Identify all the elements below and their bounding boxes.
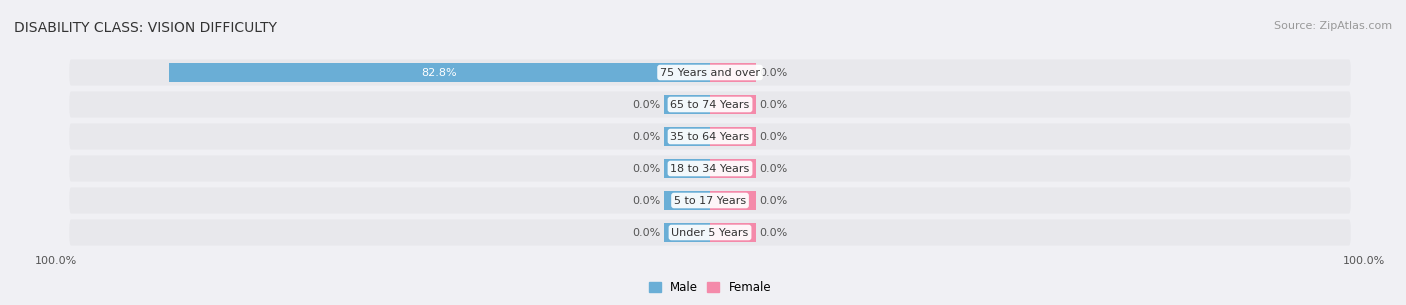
FancyBboxPatch shape xyxy=(69,155,1351,181)
Bar xyxy=(664,95,710,114)
Text: 5 to 17 Years: 5 to 17 Years xyxy=(673,196,747,206)
Text: 75 Years and over: 75 Years and over xyxy=(659,67,761,77)
Bar xyxy=(664,223,710,242)
Bar xyxy=(710,95,756,114)
Bar xyxy=(710,127,756,146)
Text: 0.0%: 0.0% xyxy=(759,196,787,206)
Text: 0.0%: 0.0% xyxy=(759,163,787,174)
Text: Under 5 Years: Under 5 Years xyxy=(672,228,748,238)
Text: 0.0%: 0.0% xyxy=(633,163,661,174)
Bar xyxy=(664,127,710,146)
Legend: Male, Female: Male, Female xyxy=(644,276,776,299)
Text: 0.0%: 0.0% xyxy=(633,196,661,206)
FancyBboxPatch shape xyxy=(69,59,1351,86)
Text: 65 to 74 Years: 65 to 74 Years xyxy=(671,99,749,109)
Bar xyxy=(664,191,710,210)
FancyBboxPatch shape xyxy=(69,187,1351,214)
Text: 0.0%: 0.0% xyxy=(633,228,661,238)
Text: Source: ZipAtlas.com: Source: ZipAtlas.com xyxy=(1274,21,1392,31)
Text: 0.0%: 0.0% xyxy=(759,131,787,142)
Bar xyxy=(710,63,756,82)
Bar xyxy=(710,159,756,178)
FancyBboxPatch shape xyxy=(69,92,1351,118)
Text: 35 to 64 Years: 35 to 64 Years xyxy=(671,131,749,142)
FancyBboxPatch shape xyxy=(69,124,1351,150)
Text: 82.8%: 82.8% xyxy=(422,67,457,77)
Text: 0.0%: 0.0% xyxy=(633,131,661,142)
Text: 0.0%: 0.0% xyxy=(759,67,787,77)
FancyBboxPatch shape xyxy=(69,219,1351,246)
Text: DISABILITY CLASS: VISION DIFFICULTY: DISABILITY CLASS: VISION DIFFICULTY xyxy=(14,21,277,35)
Bar xyxy=(664,159,710,178)
Text: 0.0%: 0.0% xyxy=(759,99,787,109)
Bar xyxy=(710,223,756,242)
Bar xyxy=(710,191,756,210)
Text: 18 to 34 Years: 18 to 34 Years xyxy=(671,163,749,174)
Text: 0.0%: 0.0% xyxy=(759,228,787,238)
Bar xyxy=(169,63,710,82)
Text: 0.0%: 0.0% xyxy=(633,99,661,109)
